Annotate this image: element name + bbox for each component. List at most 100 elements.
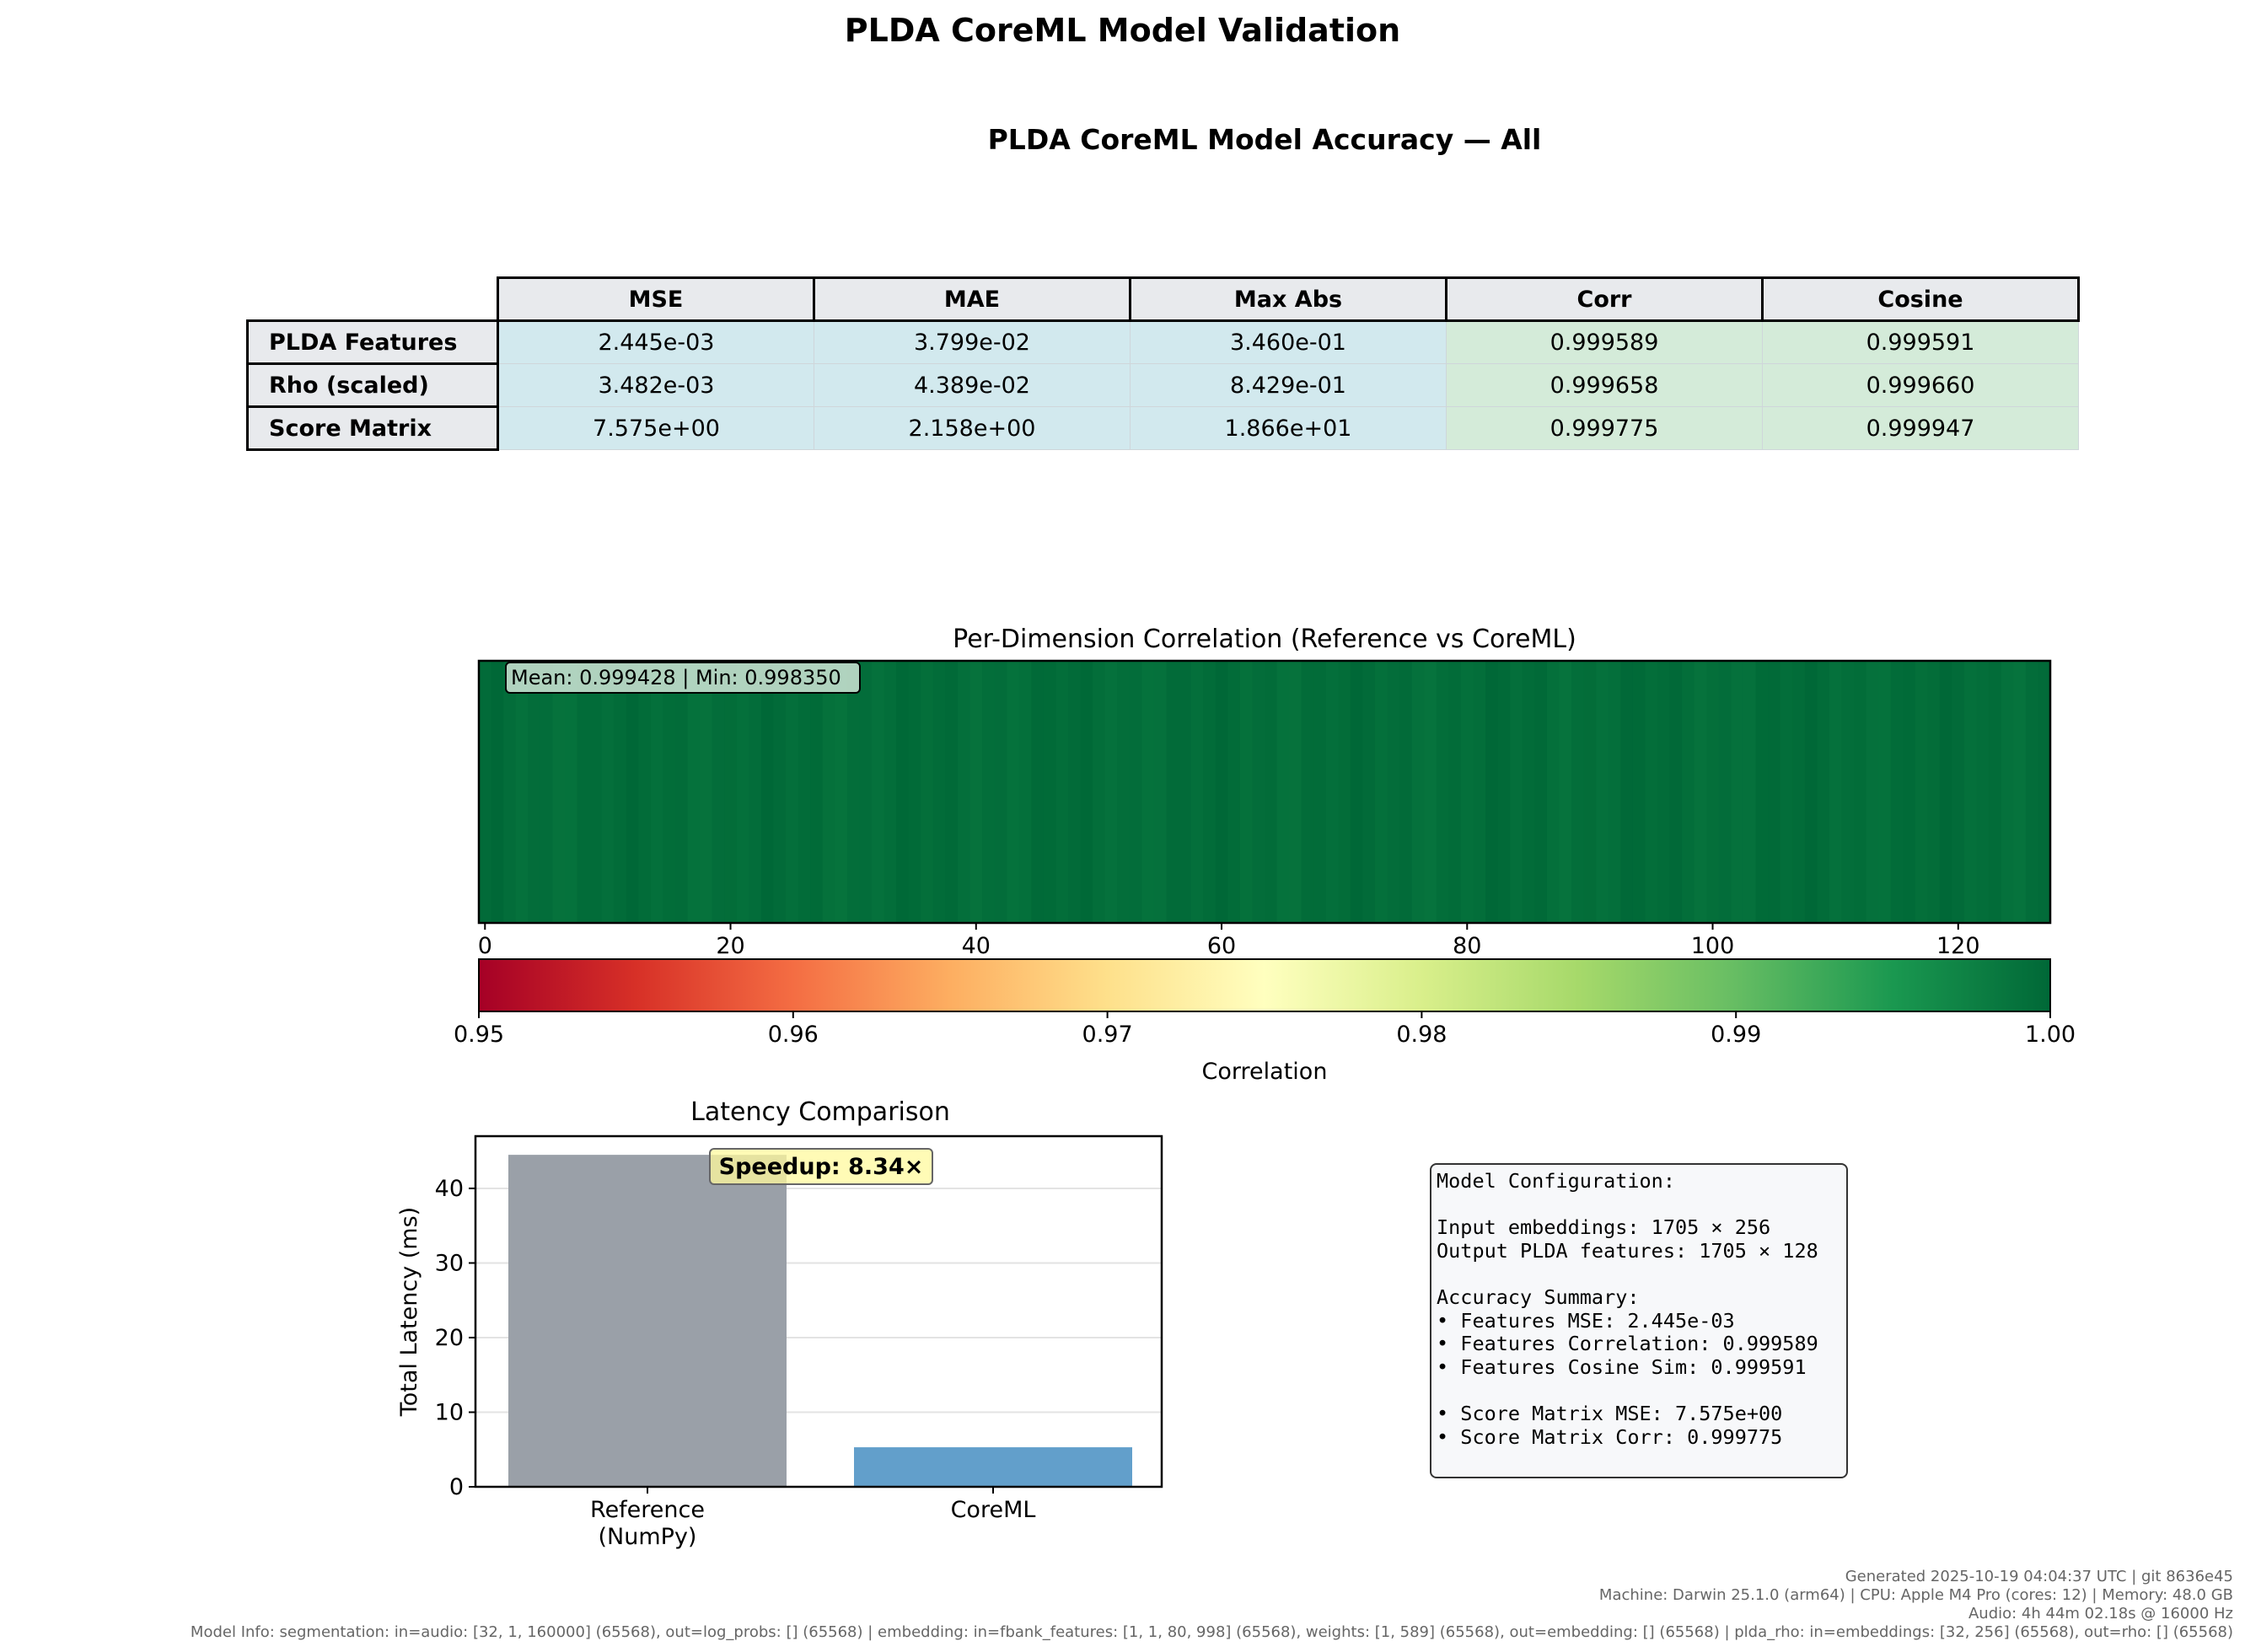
heatmap-cell [1436, 661, 1450, 923]
table-cell: 0.999591 [1762, 320, 2079, 364]
heatmap-cell [1768, 661, 1781, 923]
heatmap-cell [1043, 661, 1057, 923]
heatmap-cell [663, 661, 676, 923]
table-cell: 3.460e-01 [1130, 320, 1447, 364]
heatmap-cell [835, 661, 848, 923]
heatmap-tick-label: 80 [1453, 933, 1481, 959]
heatmap-cell [1682, 661, 1695, 923]
heatmap-x-ticks: 0 20 40 60 80 100 120 [478, 923, 1980, 959]
heatmap-cell [1780, 661, 1793, 923]
heatmap-cell [528, 661, 541, 923]
heatmap-cell [712, 661, 725, 923]
heatmap-cell [921, 661, 934, 923]
colorbar-tick-label: 0.97 [1082, 1022, 1133, 1048]
heatmap-cell [1375, 661, 1388, 923]
heatmap-tick-label: 20 [716, 933, 744, 959]
heatmap-cell [846, 661, 861, 923]
table-cell: 0.999658 [1446, 363, 1763, 407]
heatmap-cell [1203, 661, 1216, 923]
heatmap-frame [477, 659, 2052, 925]
latency-x-tick-label: Reference [590, 1497, 705, 1523]
latency-chart-title: Latency Comparison [690, 1097, 950, 1127]
heatmap-cell [1362, 661, 1376, 923]
heatmap-cell [1964, 661, 1978, 923]
heatmap-cell [1179, 661, 1192, 923]
model-config-text: Model Configuration: Input embeddings: 1… [1437, 1169, 1818, 1449]
table-header-row: MSE MAE Max Abs Corr Cosine [248, 276, 2080, 322]
heatmap-cell [1596, 661, 1609, 923]
colorbar-ticks: 0.95 0.96 0.97 0.98 0.99 1.00 [454, 1011, 2076, 1048]
accuracy-table-title: PLDA CoreML Model Accuracy — All [987, 123, 1542, 156]
heatmap-cell [1976, 661, 1990, 923]
heatmap-cell [503, 661, 517, 923]
heatmap-cell [822, 661, 835, 923]
heatmap-cell [1731, 661, 1744, 923]
heatmap-cell [969, 661, 983, 923]
heatmap-cells [479, 661, 2051, 923]
heatmap-cell [1031, 661, 1045, 923]
heatmap-cell [1190, 661, 1204, 923]
heatmap-cell [786, 661, 799, 923]
latency-x-tick-label: (NumPy) [599, 1524, 697, 1550]
heatmap-cell [1276, 661, 1290, 923]
heatmap-cell [1632, 661, 1646, 923]
heatmap-cell [1104, 661, 1118, 923]
heatmap-cell [945, 661, 959, 923]
latency-x-ticks: Reference(NumPy) CoreML [590, 1487, 1035, 1550]
colorbar-tick-label: 0.95 [454, 1022, 504, 1048]
colorbar-tick-label: 0.96 [768, 1022, 819, 1048]
heatmap-cell [896, 661, 910, 923]
heatmap-tick-label: 100 [1691, 933, 1735, 959]
heatmap-cell [1743, 661, 1757, 923]
heatmap-cell [1497, 661, 1511, 923]
heatmap-title: Per-Dimension Correlation (Reference vs … [953, 625, 1576, 654]
heatmap-cell [1657, 661, 1671, 923]
heatmap-cell [1055, 661, 1069, 923]
figure-title: PLDA CoreML Model Validation [844, 12, 1401, 49]
heatmap-cell [1289, 661, 1302, 923]
speedup-annotation: Speedup: 8.34× [709, 1148, 933, 1185]
heatmap-cell [1018, 661, 1032, 923]
heatmap-cell [1534, 661, 1548, 923]
heatmap-cell [1350, 661, 1364, 923]
heatmap-cell [1166, 661, 1179, 923]
latency-plot-frame [474, 1134, 1163, 1488]
heatmap-cell [2001, 661, 2014, 923]
heatmap-cell [1461, 661, 1474, 923]
heatmap-cell [1866, 661, 1879, 923]
heatmap-cell [994, 661, 1007, 923]
colorbar-tick-label: 0.98 [1396, 1022, 1447, 1048]
heatmap-cell [1522, 661, 1535, 923]
heatmap-cell [1093, 661, 1106, 923]
table-cell: 1.866e+01 [1130, 406, 1447, 450]
heatmap-cell [1473, 661, 1486, 923]
heatmap-cell [601, 661, 615, 923]
heatmap-cell [2038, 661, 2051, 923]
heatmap-cell [1252, 661, 1265, 923]
accuracy-table: MSE MAE Max Abs Corr Cosine PLDA Feature… [246, 276, 2080, 451]
footer-generated: Generated 2025-10-19 04:04:37 UTC | git … [1845, 1568, 2233, 1585]
table-row: Rho (scaled) 3.482e-03 4.389e-02 8.429e-… [246, 362, 2079, 408]
heatmap-annotation: Mean: 0.999428 | Min: 0.998350 [505, 662, 861, 694]
heatmap-cell [1007, 661, 1020, 923]
heatmap-cell [1890, 661, 1904, 923]
column-header-max-abs: Max Abs [1129, 276, 1447, 322]
model-config-box: Model Configuration: Input embeddings: 1… [1430, 1163, 1848, 1478]
footer-model-info: Model Info: segmentation: in=audio: [32,… [190, 1623, 2233, 1641]
latency-bars [508, 1155, 1132, 1487]
colorbar-tick-label: 1.00 [2025, 1022, 2076, 1048]
heatmap-cell [1227, 661, 1241, 923]
heatmap-cell [1841, 661, 1855, 923]
heatmap-cell [1129, 661, 1142, 923]
heatmap-cell [736, 661, 749, 923]
heatmap-cell [1583, 661, 1597, 923]
table-cell: 2.445e-03 [497, 320, 814, 364]
heatmap-cell [626, 661, 639, 923]
colorbar-label: Correlation [1202, 1059, 1328, 1085]
heatmap-cell [1718, 661, 1732, 923]
heatmap-cell [1117, 661, 1131, 923]
heatmap-cell [515, 661, 529, 923]
table-row: Score Matrix 7.575e+00 2.158e+00 1.866e+… [246, 405, 2079, 451]
column-header-cosine: Cosine [1761, 276, 2080, 322]
table-row: PLDA Features 2.445e-03 3.799e-02 3.460e… [246, 319, 2079, 365]
